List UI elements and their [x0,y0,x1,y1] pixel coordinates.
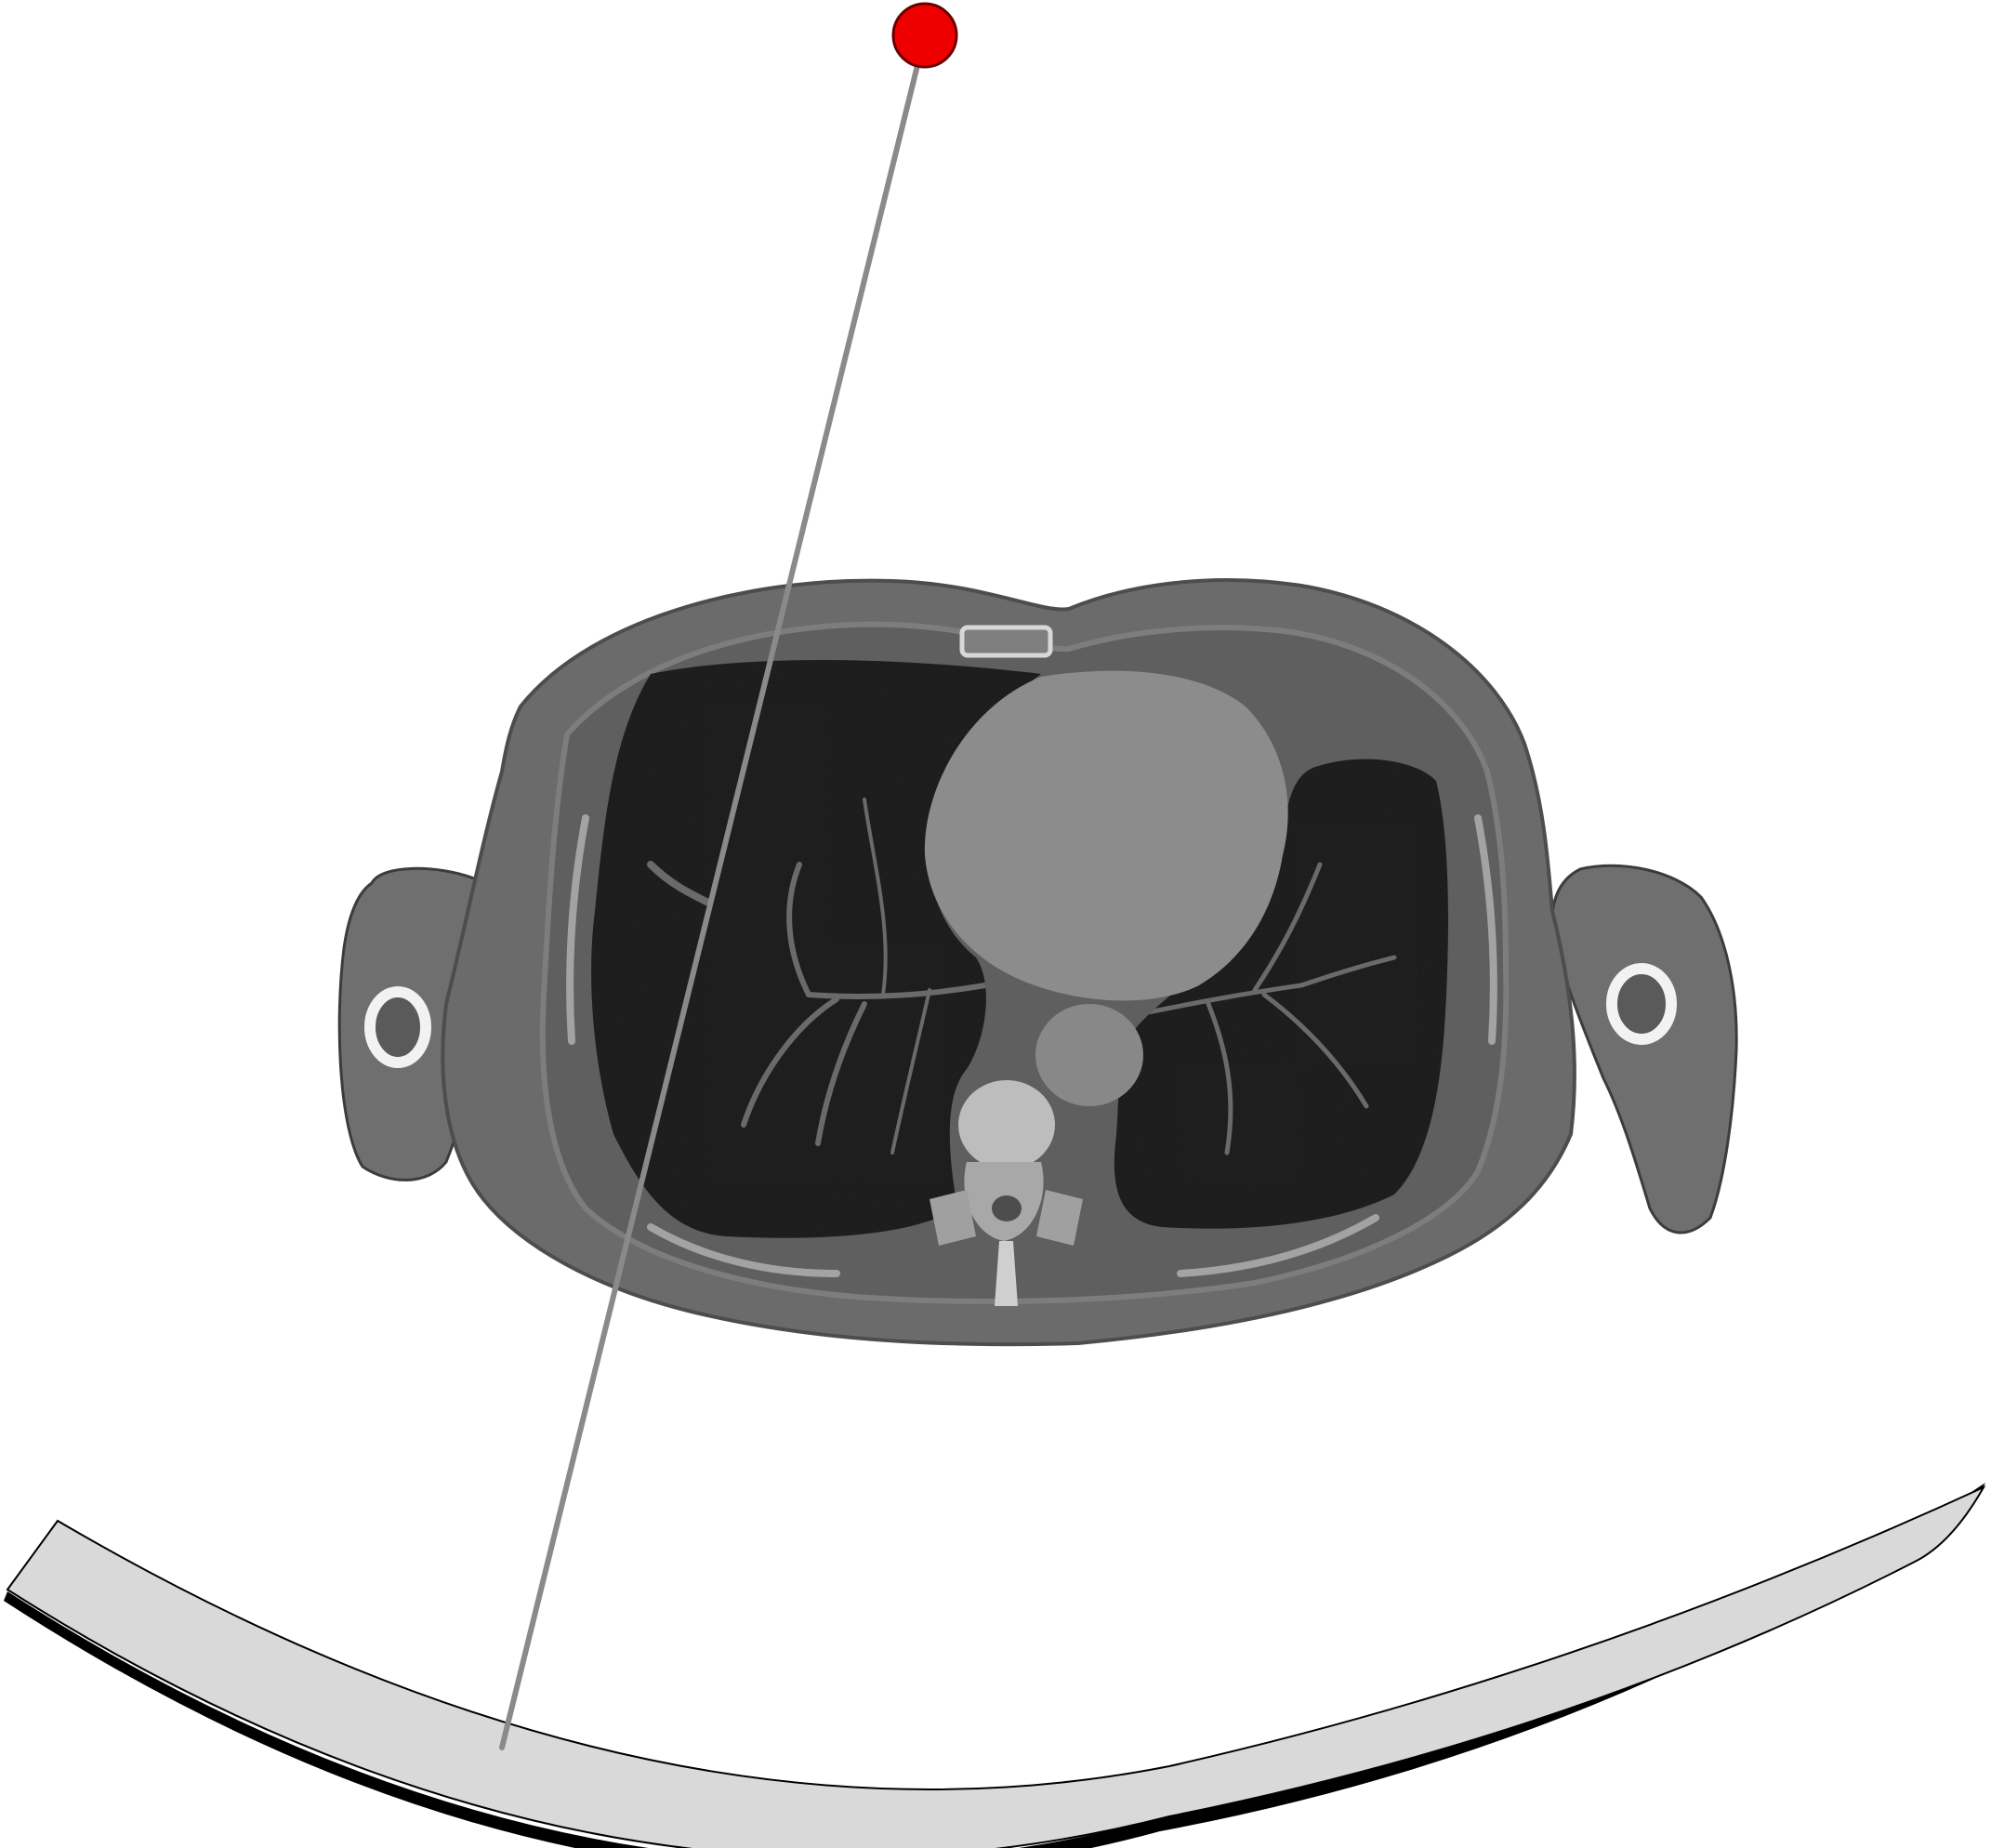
vertebra [930,1080,1083,1306]
left-arm [1550,864,1738,1234]
left-humerus [1606,963,1677,1045]
ribs [566,814,1497,1277]
ct-slice [337,578,1738,1347]
detector-body [6,1485,1986,1848]
descending-aorta [1035,1004,1143,1106]
heart [924,670,1288,1001]
curved-detector [4,1483,1986,1848]
sternum [959,625,1053,658]
x-ray-source [891,2,958,69]
projection-ray [499,33,928,1750]
right-humerus [364,986,431,1068]
